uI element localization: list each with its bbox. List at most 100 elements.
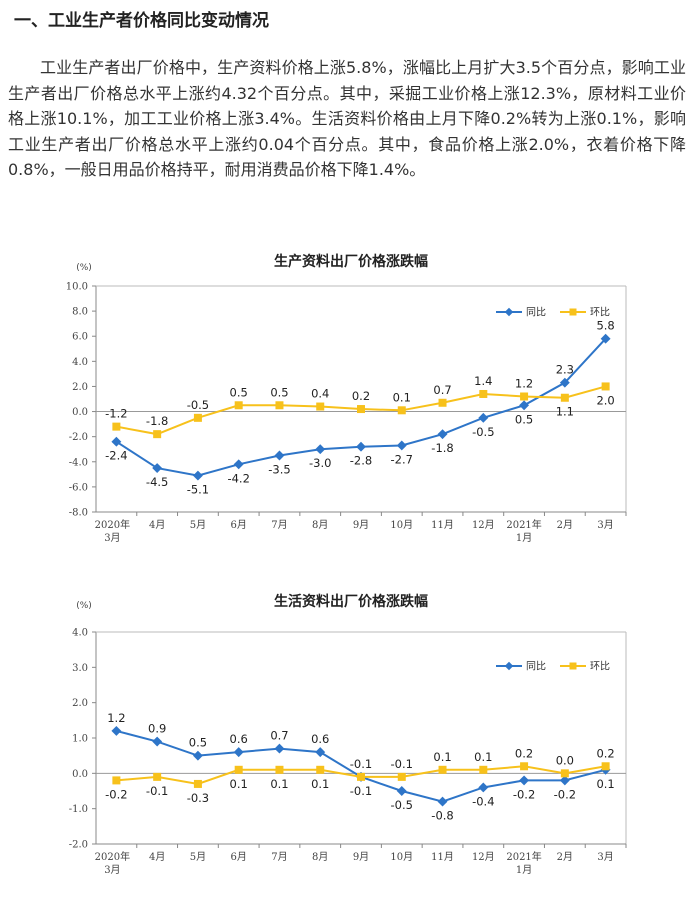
x-tick-label: 2021年 bbox=[506, 850, 541, 863]
y-tick-label: 1.0 bbox=[72, 734, 88, 745]
data-label-yoy: -3.5 bbox=[268, 463, 290, 477]
data-point-mom bbox=[520, 392, 529, 401]
data-label-yoy: 0.6 bbox=[230, 732, 248, 746]
legend-label-yoy: 同比 bbox=[526, 661, 546, 673]
data-point-mom bbox=[193, 779, 202, 788]
data-label-yoy: -0.5 bbox=[472, 425, 494, 439]
data-point-yoy bbox=[559, 377, 570, 388]
legend-label-mom: 环比 bbox=[590, 661, 610, 673]
data-label-yoy: -4.2 bbox=[227, 471, 249, 485]
data-point-yoy bbox=[192, 750, 203, 761]
data-point-yoy bbox=[111, 725, 122, 736]
data-point-mom bbox=[479, 765, 488, 774]
data-point-mom bbox=[357, 405, 365, 414]
section-heading: 一、工业生产者价格同比变动情况 bbox=[14, 11, 269, 31]
chart-title: 生产资料出厂价格涨跌幅 bbox=[274, 253, 428, 270]
data-label-mom: -1.8 bbox=[146, 414, 168, 428]
data-point-mom bbox=[234, 765, 243, 774]
data-label-yoy: -5.1 bbox=[187, 483, 209, 497]
data-point-mom bbox=[112, 422, 121, 431]
data-label-yoy: 0.1 bbox=[596, 777, 614, 791]
consumer-goods-chart: 生活资料出厂价格涨跌幅 (%) 4.0 3.0 2.0 1.0 0.0 -1.0 -2.0 202… bbox=[69, 593, 627, 876]
x-tick-label: 3月 bbox=[597, 519, 613, 531]
y-tick-label: 6.0 bbox=[72, 332, 88, 343]
data-point-yoy bbox=[478, 782, 489, 793]
data-point-yoy bbox=[356, 441, 366, 452]
data-point-yoy bbox=[437, 429, 448, 440]
y-tick-label: -1.0 bbox=[69, 804, 88, 815]
data-label-yoy: -0.2 bbox=[554, 787, 576, 801]
y-tick-label: 8.0 bbox=[72, 307, 88, 318]
data-point-yoy bbox=[315, 747, 326, 758]
x-tick-label: 3月 bbox=[104, 532, 120, 544]
x-tick-label: 5月 bbox=[190, 519, 206, 531]
x-tick-label: 6月 bbox=[231, 519, 247, 531]
x-tick-label: 12月 bbox=[472, 519, 495, 531]
x-tick-label: 10月 bbox=[390, 851, 413, 863]
x-tick-label: 7月 bbox=[271, 519, 287, 531]
data-label-mom: 0.1 bbox=[433, 750, 451, 764]
y-tick-label: -4.0 bbox=[69, 457, 88, 468]
data-label-mom: 0.5 bbox=[230, 385, 248, 399]
data-point-yoy bbox=[233, 747, 244, 758]
x-tick-label: 3月 bbox=[597, 851, 613, 863]
x-tick-label: 6月 bbox=[231, 851, 247, 863]
data-point-yoy bbox=[559, 775, 570, 786]
x-tick-label: 1月 bbox=[516, 532, 532, 544]
data-label-mom: 0.1 bbox=[230, 777, 248, 791]
data-point-yoy bbox=[519, 775, 530, 786]
x-tick-label: 8月 bbox=[312, 851, 328, 863]
data-label-mom: 0.1 bbox=[393, 390, 411, 404]
x-tick-label: 9月 bbox=[353, 519, 369, 531]
data-point-yoy bbox=[233, 459, 244, 470]
y-tick-label: 2.0 bbox=[72, 698, 88, 709]
x-tick-label: 7月 bbox=[271, 851, 287, 863]
data-label-yoy: 5.8 bbox=[596, 319, 614, 333]
data-label-mom: -0.5 bbox=[187, 398, 209, 412]
x-tick-label: 9月 bbox=[353, 851, 369, 863]
y-tick-label: 3.0 bbox=[72, 663, 88, 674]
y-tick-label: -2.0 bbox=[69, 840, 88, 851]
data-point-yoy bbox=[478, 412, 489, 423]
data-label-yoy: 0.7 bbox=[270, 729, 288, 743]
data-label-mom: 1.2 bbox=[515, 376, 533, 390]
data-label-mom: 0.1 bbox=[311, 777, 329, 791]
data-point-mom bbox=[316, 765, 325, 774]
data-label-mom: 0.2 bbox=[352, 389, 370, 403]
data-label-mom: 0.2 bbox=[596, 746, 614, 760]
data-label-mom: -0.2 bbox=[105, 787, 127, 801]
y-tick-label: 4.0 bbox=[72, 357, 88, 368]
x-tick-label: 2月 bbox=[557, 851, 573, 863]
data-point-yoy bbox=[152, 463, 163, 474]
x-tick-label: 2020年 bbox=[95, 518, 130, 531]
y-axis-unit: (%) bbox=[76, 601, 92, 611]
data-label-mom: 0.1 bbox=[270, 777, 288, 791]
y-tick-label: 4.0 bbox=[72, 628, 88, 639]
legend-marker-mom bbox=[569, 662, 577, 670]
data-label-yoy: -4.5 bbox=[146, 475, 168, 489]
y-tick-label: -6.0 bbox=[69, 482, 88, 493]
section-paragraph: 工业生产者出厂价格中，生产资料价格上涨5.8%，涨幅比上月扩大3.5个百分点，影… bbox=[8, 58, 686, 179]
data-label-mom: 0.1 bbox=[474, 750, 492, 764]
y-tick-label: 10.0 bbox=[66, 282, 88, 293]
data-point-mom bbox=[153, 430, 162, 439]
data-point-yoy bbox=[519, 400, 530, 411]
data-label-mom: -0.3 bbox=[187, 791, 209, 805]
x-tick-label: 4月 bbox=[149, 519, 165, 531]
x-tick-label: 5月 bbox=[190, 851, 206, 863]
data-point-mom bbox=[560, 769, 569, 778]
x-tick-label: 12月 bbox=[472, 851, 495, 863]
data-point-mom bbox=[520, 762, 529, 771]
data-label-mom: 0.4 bbox=[311, 387, 329, 401]
y-tick-label: -8.0 bbox=[69, 508, 88, 519]
data-point-yoy bbox=[192, 470, 203, 481]
legend-marker-yoy bbox=[504, 307, 514, 317]
data-label-yoy: -2.7 bbox=[391, 452, 413, 466]
data-label-mom: 1.1 bbox=[556, 405, 574, 419]
data-label-yoy: -0.4 bbox=[472, 794, 494, 808]
x-tick-label: 2月 bbox=[557, 519, 573, 531]
data-label-yoy: -2.4 bbox=[105, 449, 127, 463]
data-point-mom bbox=[479, 389, 488, 398]
x-tick-label: 2021年 bbox=[506, 518, 541, 531]
data-label-yoy: -0.5 bbox=[391, 798, 413, 812]
